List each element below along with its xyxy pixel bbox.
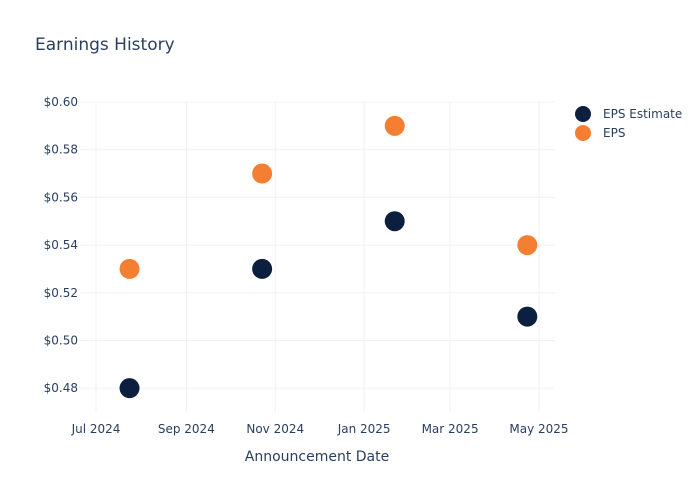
data-point-eps[interactable]: [252, 163, 273, 184]
data-point-eps[interactable]: [517, 235, 538, 256]
data-point-eps-estimate[interactable]: [252, 258, 273, 279]
x-tick-label: Mar 2025: [422, 422, 479, 436]
y-tick-label: $0.58: [44, 143, 78, 157]
x-axis-ticks: Jul 2024 Sep 2024 Nov 2024 Jan 2025 Mar 2025…: [71, 422, 569, 436]
data-points: [119, 115, 538, 399]
y-tick-label: $0.48: [44, 381, 78, 395]
x-tick-label: Nov 2024: [246, 422, 304, 436]
data-point-eps[interactable]: [384, 115, 405, 136]
x-tick-label: May 2025: [509, 422, 568, 436]
x-tick-label: Sep 2024: [158, 422, 215, 436]
y-axis-ticks: $0.48 $0.50 $0.52 $0.54 $0.56 $0.58 $0.60: [44, 95, 78, 395]
data-point-eps[interactable]: [119, 258, 140, 279]
x-tick-label: Jul 2024: [71, 422, 121, 436]
y-tick-label: $0.52: [44, 286, 78, 300]
x-axis-title: Announcement Date: [245, 449, 389, 465]
legend-marker: [575, 106, 591, 122]
data-point-eps-estimate[interactable]: [517, 306, 538, 327]
y-tick-label: $0.54: [44, 238, 78, 252]
y-tick-label: $0.60: [44, 95, 78, 109]
data-point-eps-estimate[interactable]: [119, 378, 140, 399]
x-tick-label: Jan 2025: [337, 422, 391, 436]
data-point-eps-estimate[interactable]: [384, 211, 405, 232]
grid-lines: [80, 101, 555, 412]
chart-title: Earnings History: [35, 35, 175, 55]
legend-marker: [575, 125, 591, 141]
legend[interactable]: EPS Estimate EPS: [575, 106, 682, 141]
legend-label: EPS Estimate: [603, 107, 682, 121]
y-tick-label: $0.56: [44, 190, 78, 204]
y-tick-label: $0.50: [44, 333, 78, 347]
legend-label: EPS: [603, 126, 625, 140]
